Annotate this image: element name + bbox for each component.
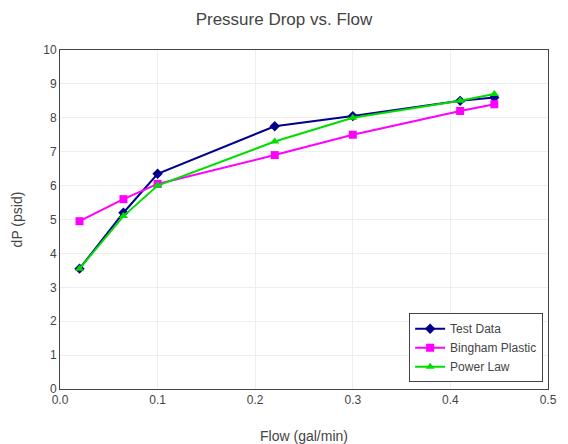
- svg-text:4: 4: [50, 247, 57, 261]
- svg-text:0: 0: [50, 382, 57, 396]
- svg-text:Bingham Plastic: Bingham Plastic: [450, 341, 536, 355]
- svg-text:3: 3: [50, 281, 57, 295]
- svg-text:0.4: 0.4: [442, 393, 459, 407]
- svg-text:9: 9: [50, 77, 57, 91]
- svg-text:Flow (gal/min): Flow (gal/min): [260, 428, 348, 444]
- svg-text:dP (psid): dP (psid): [9, 192, 25, 248]
- svg-text:8: 8: [50, 111, 57, 125]
- svg-text:0.0: 0.0: [52, 393, 69, 407]
- svg-text:Power Law: Power Law: [450, 360, 510, 374]
- svg-text:7: 7: [50, 145, 57, 159]
- svg-text:0.3: 0.3: [344, 393, 361, 407]
- svg-text:10: 10: [43, 43, 57, 57]
- svg-text:Pressure Drop vs. Flow: Pressure Drop vs. Flow: [196, 10, 373, 29]
- svg-text:5: 5: [50, 213, 57, 227]
- svg-text:0.5: 0.5: [540, 393, 557, 407]
- svg-text:1: 1: [50, 348, 57, 362]
- svg-text:0.2: 0.2: [247, 393, 264, 407]
- svg-text:6: 6: [50, 179, 57, 193]
- svg-text:Test Data: Test Data: [450, 322, 501, 336]
- svg-text:0.1: 0.1: [149, 393, 166, 407]
- svg-text:2: 2: [50, 314, 57, 328]
